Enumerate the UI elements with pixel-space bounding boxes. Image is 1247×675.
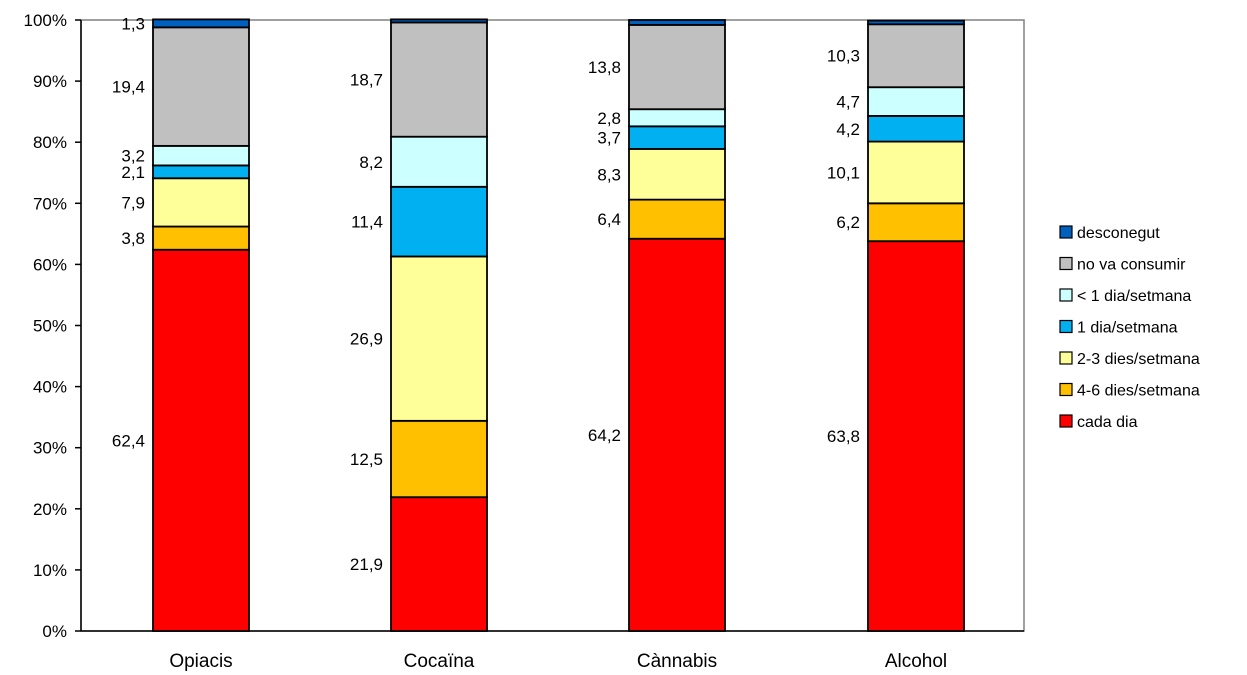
bar-segment [390,135,488,188]
data-label: 10,1 [827,163,860,182]
bar-segment [867,19,965,26]
bar-segment [152,18,250,29]
data-label: 7,9 [121,193,145,212]
bar-segment [628,198,726,240]
legend-label: desconegut [1077,225,1160,242]
y-tick-label: 80% [33,133,67,152]
data-label: 12,5 [350,450,383,469]
x-tick-label: Opiacis [169,651,232,672]
legend-label: 1 dia/setmana [1077,320,1178,337]
y-tick-label: 50% [33,317,67,336]
legend-swatch [1059,288,1073,302]
bar-segment [628,23,726,111]
bar-segment [152,164,250,180]
legend-swatch [1059,256,1073,271]
bar-segment [152,26,250,147]
x-axis: Opiacis Cocaïna Cànnabis Alcohol [169,651,947,672]
bar-segment [628,125,726,150]
bar-segment [152,144,250,167]
data-label: 3,8 [121,229,145,248]
data-label: 63,8 [827,427,860,446]
x-tick-label: Alcohol [885,651,947,672]
data-label: 2,8 [597,109,621,128]
data-label: 21,9 [350,555,383,574]
legend-swatch [1059,351,1073,365]
x-tick-label: Cànnabis [637,651,717,672]
bar-segment [628,108,726,128]
bar-segment [628,19,726,26]
y-tick-label: 100% [24,11,67,30]
bar-segment [390,185,488,258]
data-label: 62,4 [112,431,145,450]
bar-segment [867,202,965,243]
bar-segment [628,148,726,201]
data-label: 6,4 [597,210,621,229]
data-label: 4,2 [836,120,860,139]
bar-segment [867,140,965,205]
bar-segment [867,115,965,143]
legend-label: < 1 dia/setmana [1077,288,1191,305]
bars [152,18,965,632]
legend-label: 4-6 dies/setmana [1077,383,1200,400]
data-label: 13,8 [588,58,621,77]
data-label: 10,3 [827,47,860,66]
data-label: 18,7 [350,71,383,90]
bar-segment [390,21,488,138]
y-tick-label: 40% [33,378,67,397]
data-label: 3,2 [121,147,145,166]
legend-swatch [1059,414,1073,428]
bar-segment [152,177,250,228]
y-tick-label: 60% [33,255,67,274]
data-label: 3,7 [597,129,621,148]
y-tick-label: 90% [33,72,67,91]
data-label: 19,4 [112,78,145,97]
legend-swatch [1059,319,1073,334]
bar-segment [628,237,726,632]
y-axis: 0% 10% 20% 30% 40% 50% 60% 70% 80% 90% 100% [24,11,81,641]
bar-segment [867,86,965,117]
data-label: 26,9 [350,330,383,349]
bar-segment [390,255,488,422]
legend-label: 2-3 dies/setmana [1077,351,1200,368]
legend: desconegut no va consumir < 1 dia/setmana 1… [1059,225,1200,431]
legend-label: cada dia [1077,414,1138,431]
legend-swatch [1059,382,1073,397]
y-tick-label: 30% [33,439,67,458]
bar-segment [867,240,965,632]
y-tick-label: 0% [42,622,67,641]
bar-segment [867,23,965,89]
data-label: 6,2 [836,213,860,232]
y-tick-label: 20% [33,500,67,519]
bar-segment [390,419,488,499]
data-label: 4,7 [836,93,860,112]
data-label: 64,2 [588,426,621,445]
legend-label: no va consumir [1077,257,1186,274]
legend-swatch [1059,225,1073,239]
data-label: 11,4 [351,213,383,232]
data-label: 2,1 [121,163,145,182]
y-tick-label: 70% [33,194,67,213]
data-labels: 62,4 3,8 7,9 2,13,2 19,4 1,3 21,9 12,5 26,9 11,4 8… [112,14,860,574]
bar-segment [390,496,488,632]
data-label: 8,2 [359,153,383,172]
bar-segment [152,225,250,251]
data-label: 8,3 [597,165,621,184]
data-label: 1,3 [121,14,145,33]
bar-segment [152,248,250,632]
bar-segment [390,18,488,24]
y-tick-label: 10% [33,561,67,580]
x-tick-label: Cocaïna [404,651,475,672]
